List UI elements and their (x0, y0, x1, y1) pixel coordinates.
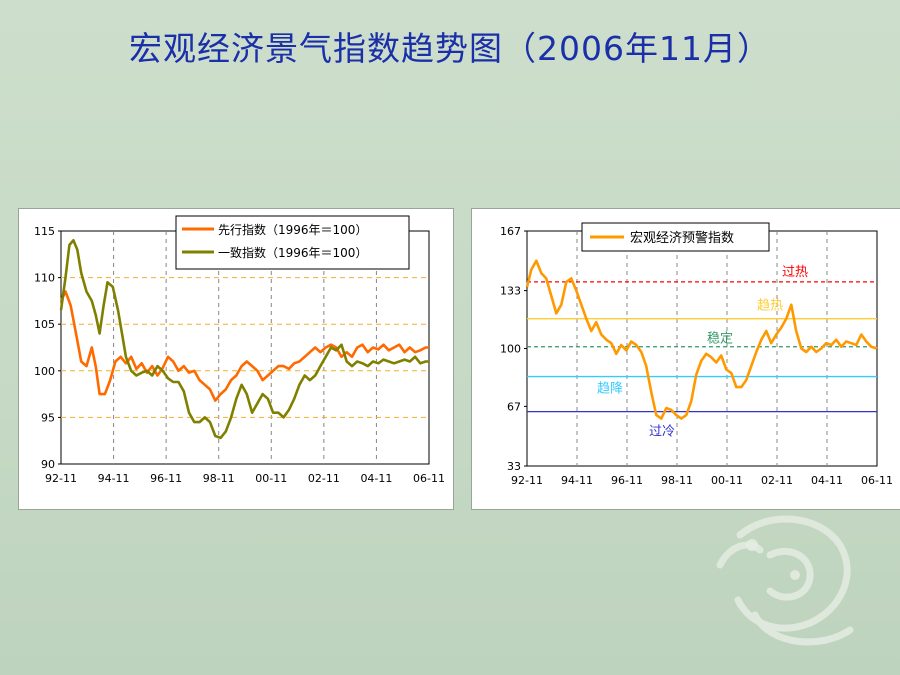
x-tick-label: 04-11 (360, 472, 392, 485)
x-tick-label: 02-11 (761, 474, 793, 487)
zone-label: 稳定 (707, 331, 733, 347)
chart-right-svg: 33 67 100 133 167 92-11 94-11 96-11 98-11 00-11 02… (500, 222, 893, 487)
leading-coincident-index-chart: 90 95 100 105 110 115 92-11 94-11 96-11 98-11 00-1… (18, 208, 454, 510)
y-tick-label: 33 (507, 460, 521, 473)
x-tick-label: 94-11 (98, 472, 130, 485)
x-tick-label: 94-11 (561, 474, 593, 487)
y-tick-label: 100 (34, 365, 55, 378)
zone-label: 趋降 (597, 382, 623, 397)
y-tick-label: 167 (500, 225, 521, 238)
legend-label: 先行指数（1996年＝100） (218, 222, 367, 237)
x-tick-label: 02-11 (308, 472, 340, 485)
x-tick-label: 04-11 (811, 474, 843, 487)
x-tick-label: 06-11 (413, 472, 445, 485)
y-tick-label: 90 (41, 458, 55, 471)
zone-label: 过热 (782, 265, 808, 280)
slide-title: 宏观经济景气指数趋势图（2006年11月） (129, 29, 771, 68)
x-tick-label: 92-11 (511, 474, 543, 487)
y-tick-label: 105 (34, 318, 55, 331)
y-tick-label: 110 (34, 272, 55, 285)
y-tick-label: 133 (500, 285, 521, 298)
early-warning-index-chart: 33 67 100 133 167 92-11 94-11 96-11 98-11 00-11 02… (471, 208, 900, 510)
x-tick-label: 96-11 (150, 472, 182, 485)
series-line (59, 290, 429, 402)
zone-label: 过冷 (649, 425, 675, 440)
x-tick-label: 92-11 (45, 472, 77, 485)
dragon-ornament-icon (716, 515, 854, 646)
series-line (525, 259, 878, 420)
x-tick-label: 00-11 (711, 474, 743, 487)
y-tick-label: 100 (500, 343, 521, 356)
legend-box (175, 215, 410, 270)
x-tick-label: 00-11 (255, 472, 287, 485)
x-tick-label: 06-11 (861, 474, 893, 487)
x-tick-label: 96-11 (611, 474, 643, 487)
plot-area (60, 230, 430, 465)
y-tick-label: 67 (507, 400, 521, 413)
y-tick-label: 95 (41, 411, 55, 424)
x-tick-label: 98-11 (203, 472, 235, 485)
plot-area (526, 230, 878, 467)
x-tick-label: 98-11 (661, 474, 693, 487)
y-tick-label: 115 (34, 225, 55, 238)
series-line (59, 239, 429, 440)
zone-label: 趋热 (757, 299, 783, 314)
chart-left-svg: 90 95 100 105 110 115 92-11 94-11 96-11 98-11 00-1… (34, 215, 445, 485)
legend-label: 一致指数（1996年＝100） (218, 245, 367, 260)
legend-label: 宏观经济预警指数 (630, 230, 734, 246)
